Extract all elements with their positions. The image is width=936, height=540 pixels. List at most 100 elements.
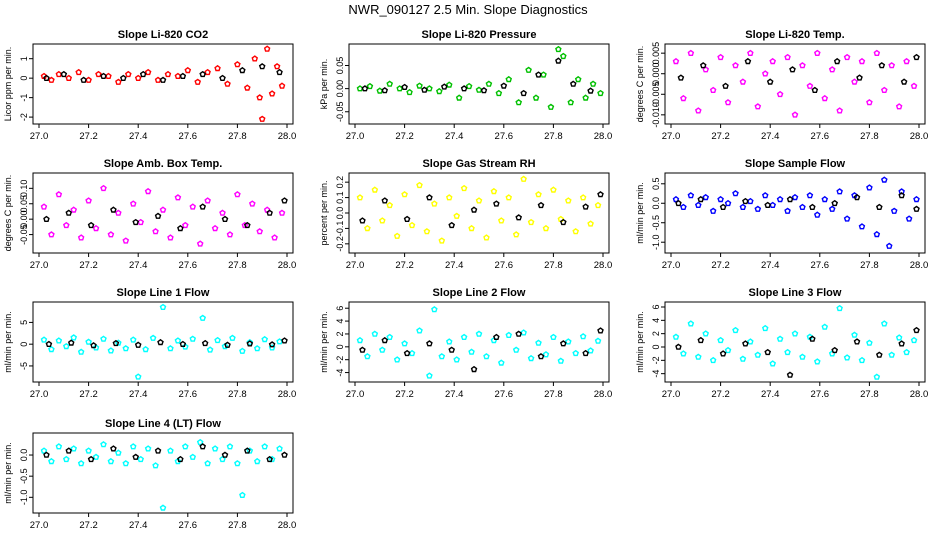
data-point [396,85,403,92]
data-point [423,228,431,235]
data-point [520,329,527,336]
data-point [761,192,769,199]
data-point [77,234,85,241]
data-point [416,82,423,89]
data-point [122,345,130,352]
data-point [724,346,732,354]
data-point [100,184,107,192]
data-point [416,327,423,334]
series-colored [40,303,283,380]
data-point [769,201,777,209]
data-point [438,353,446,360]
data-point [493,200,500,207]
data-point [119,74,127,82]
x-tick-label: 28.0 [594,131,613,142]
data-point [211,224,219,232]
data-point [154,212,162,219]
plot-frame [664,43,926,125]
data-point [525,66,532,73]
data-point [761,324,769,332]
series-black [359,327,604,373]
data-point [431,306,438,313]
series-black [677,53,920,94]
data-point [90,342,97,349]
chart-title: Slope Li-820 Temp. [745,29,844,41]
y-tick-label: 2 [651,331,661,336]
data-point [159,76,167,83]
data-point [913,53,920,61]
data-point [221,342,229,350]
data-point [739,355,747,362]
x-tick-label: 28.0 [594,260,613,271]
data-point [836,107,843,114]
data-point [582,349,589,357]
data-point [453,356,461,363]
data-point [371,186,379,193]
data-point [470,206,478,213]
plot-frame [664,301,926,383]
data-point [873,49,881,56]
y-tick-label: -2 [335,356,345,364]
x-tick-label: 28.0 [594,389,613,400]
data-point [542,351,550,358]
figure-title: NWR_090127 2.5 Min. Slope Diagnostics [348,2,588,17]
x-tick-label: 28.0 [910,260,929,271]
y-tick-label: 0.000 [651,62,661,85]
x-tick-label: 27.0 [346,389,365,400]
data-point [92,344,100,351]
data-point [579,333,587,340]
data-point [460,184,468,192]
data-point [134,373,142,380]
data-point [597,327,604,334]
data-point [776,335,784,342]
data-point [813,211,821,218]
data-point [888,62,896,69]
data-point [258,63,266,70]
data-point [426,340,433,347]
data-point [421,86,428,93]
data-point [381,87,389,94]
chart-panel: Slope Li-820 Pressure 27.0 27.2 27.4 27.6 27.… [319,29,612,142]
data-point [268,90,276,97]
data-point [364,224,371,232]
x-tick-label: 27.8 [860,389,879,400]
y-tick-label: -0.2 [335,236,345,252]
data-point [115,209,122,216]
data-point [873,230,881,238]
data-point [48,76,55,83]
data-point [142,345,149,353]
data-point [784,348,791,356]
x-tick-label: 27.6 [811,260,830,271]
chart-title: Slope Line 4 (LT) Flow [105,418,221,430]
data-point [786,195,794,203]
data-point [184,66,192,74]
data-point [416,181,423,189]
chart-panel: Slope Sample Flow 27.0 27.2 27.4 27.6 27.8 28.… [635,158,928,271]
data-point [204,197,211,204]
chart-title: Slope Amb. Box Temp. [104,158,223,170]
data-point [535,191,542,198]
data-point [234,191,241,198]
data-point [910,82,918,89]
data-point [174,337,182,344]
data-point [843,354,851,361]
plot-frame [32,301,294,383]
data-point [880,320,888,327]
x-tick-label: 27.0 [30,389,49,400]
data-point [167,447,174,454]
x-tick-label: 27.8 [228,389,247,400]
data-point [851,78,858,85]
data-point [144,68,152,76]
data-point [266,209,273,216]
plot-frame [348,172,610,254]
data-point [199,203,207,210]
data-point [747,49,754,56]
data-point [152,228,159,235]
data-point [371,330,379,337]
x-tick-label: 28.0 [278,389,297,400]
data-point [129,443,137,450]
x-tick-label: 27.6 [495,260,514,271]
data-point [764,201,772,209]
data-point [445,338,453,345]
data-point [587,347,594,354]
